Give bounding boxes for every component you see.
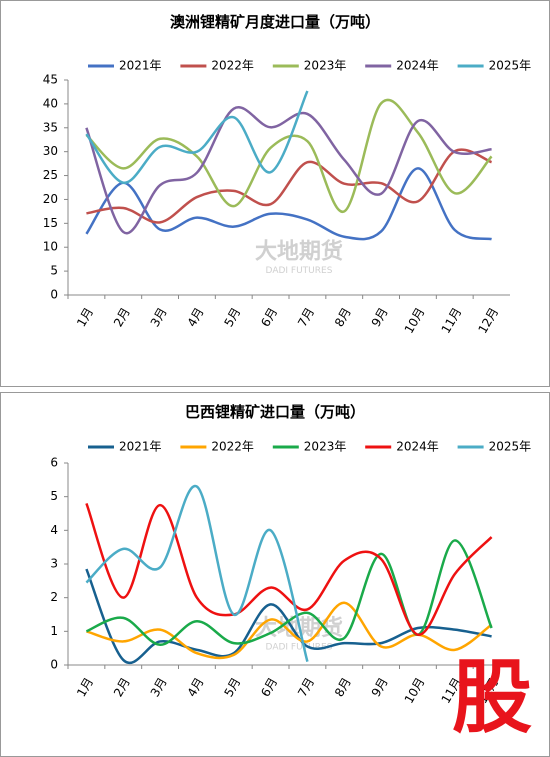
watermark-sub: DADI FUTURES bbox=[266, 266, 333, 276]
legend-label: 2025年 bbox=[489, 440, 532, 454]
series-line bbox=[85, 90, 309, 184]
y-tick-label: 25 bbox=[43, 168, 58, 182]
legend-label: 2025年 bbox=[489, 59, 532, 73]
chart-title: 巴西锂精矿进口量（万吨） bbox=[185, 403, 365, 421]
y-tick-label: 0 bbox=[50, 658, 58, 672]
chart-title: 澳洲锂精矿月度进口量（万吨） bbox=[170, 13, 380, 31]
y-tick-label: 4 bbox=[50, 523, 58, 537]
y-tick-label: 3 bbox=[50, 557, 58, 571]
y-tick-label: 1 bbox=[50, 624, 58, 638]
legend-label: 2024年 bbox=[396, 440, 439, 454]
y-tick-label: 2 bbox=[50, 590, 58, 604]
y-tick-label: 5 bbox=[50, 264, 58, 278]
watermark-sub: DADI FUTURES bbox=[266, 643, 333, 653]
series-line bbox=[85, 539, 493, 647]
badge: 股 bbox=[452, 651, 532, 744]
watermark: 大地期货 bbox=[255, 239, 343, 265]
series-line bbox=[86, 148, 493, 224]
y-tick-label: 30 bbox=[43, 144, 58, 158]
y-tick-label: 40 bbox=[43, 96, 58, 110]
series-line bbox=[85, 568, 492, 664]
y-tick-label: 5 bbox=[50, 489, 58, 503]
legend-label: 2023年 bbox=[304, 59, 347, 73]
series-line bbox=[85, 502, 493, 636]
legend-label: 2024年 bbox=[396, 59, 439, 73]
series-line bbox=[85, 485, 309, 662]
series-line bbox=[85, 106, 492, 235]
legend-label: 2021年 bbox=[119, 59, 162, 73]
legend-label: 2023年 bbox=[304, 440, 347, 454]
chart-frame bbox=[0, 392, 550, 757]
series-line bbox=[85, 98, 493, 213]
y-tick-label: 10 bbox=[43, 240, 58, 254]
y-tick-label: 0 bbox=[50, 288, 58, 302]
legend-label: 2021年 bbox=[119, 440, 162, 454]
y-tick-label: 6 bbox=[50, 456, 58, 470]
y-tick-label: 15 bbox=[43, 216, 58, 230]
legend-label: 2022年 bbox=[211, 59, 254, 73]
legend-label: 2022年 bbox=[211, 440, 254, 454]
y-tick-label: 35 bbox=[43, 120, 58, 134]
y-tick-label: 45 bbox=[43, 73, 58, 87]
chart-frame bbox=[0, 0, 550, 387]
y-tick-label: 20 bbox=[43, 192, 58, 206]
